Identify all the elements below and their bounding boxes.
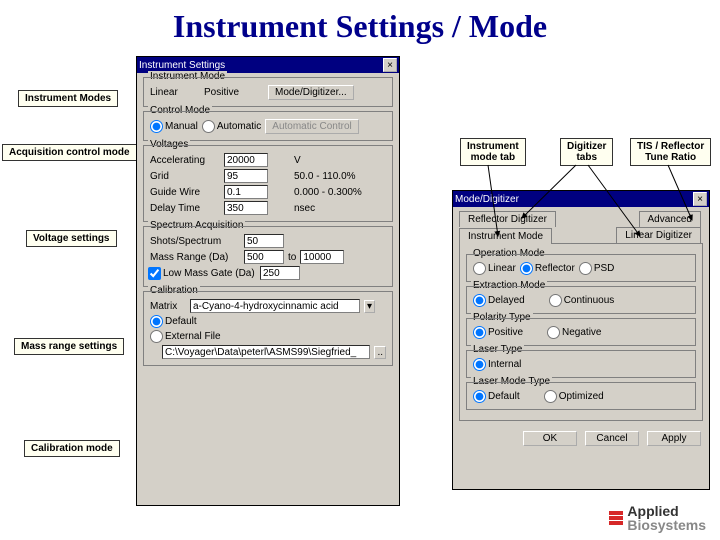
label-to: to — [288, 252, 296, 263]
label-linear: Linear — [150, 87, 200, 98]
radio-negative[interactable]: Negative — [547, 326, 601, 339]
callout-volt: Voltage settings — [26, 230, 117, 247]
callout-calib: Calibration mode — [24, 440, 120, 457]
label-positive: Positive — [204, 87, 264, 98]
mode-digitizer-button[interactable]: Mode/Digitizer... — [268, 85, 354, 100]
group-instrument-mode: Linear Positive Mode/Digitizer... — [143, 77, 393, 107]
logo: Applied Biosystems — [609, 504, 706, 532]
input-lowmass[interactable] — [260, 266, 300, 280]
label-matrix: Matrix — [150, 301, 186, 312]
logo-bio: Biosystems — [627, 518, 706, 532]
input-grid[interactable] — [224, 169, 268, 183]
radio-automatic[interactable]: Automatic — [202, 120, 261, 133]
input-massrange-lo[interactable] — [244, 250, 284, 264]
group-calibration: Matrix ▾ Default External File .. — [143, 291, 393, 366]
tabstrip-bottom: Instrument Mode Linear Digitizer — [459, 227, 703, 243]
label-accelerating: Accelerating — [150, 155, 220, 166]
range-guidewire: 0.000 - 0.300% — [294, 187, 362, 198]
label-grid: Grid — [150, 171, 220, 182]
slide-title: Instrument Settings / Mode — [0, 0, 720, 49]
browse-icon[interactable]: .. — [374, 346, 386, 359]
radio-external[interactable]: External File — [150, 330, 221, 343]
radio-default[interactable]: Default — [150, 315, 197, 328]
titlebar-2: Mode/Digitizer × — [453, 191, 709, 207]
matrix-dropdown-icon[interactable]: ▾ — [364, 300, 375, 313]
group-laser-type: Internal — [466, 350, 696, 378]
tabstrip-top: Reflector Digitizer Advanced — [459, 211, 703, 227]
tab-advanced[interactable]: Advanced — [639, 211, 701, 227]
input-matrix[interactable] — [190, 299, 360, 313]
unit-nsec: nsec — [294, 203, 315, 214]
window-title-2: Mode/Digitizer — [455, 194, 519, 205]
group-operation-mode: Linear Reflector PSD — [466, 254, 696, 282]
checkbox-lowmass[interactable]: Low Mass Gate (Da) — [148, 267, 256, 280]
input-accelerating[interactable] — [224, 153, 268, 167]
radio-delayed[interactable]: Delayed — [473, 294, 525, 307]
group-voltages: Accelerating V Grid 50.0 - 110.0% Guide … — [143, 145, 393, 222]
radio-lmode-default[interactable]: Default — [473, 390, 520, 403]
tabpanel: Linear Reflector PSD Delayed Continuous … — [459, 243, 703, 421]
unit-v: V — [294, 155, 301, 166]
group-polarity: Positive Negative — [466, 318, 696, 346]
callout-tis: TIS / Reflector Tune Ratio — [630, 138, 711, 166]
range-grid: 50.0 - 110.0% — [294, 171, 356, 182]
callout-mass: Mass range settings — [14, 338, 124, 355]
input-shots[interactable] — [244, 234, 284, 248]
ok-button[interactable]: OK — [523, 431, 577, 446]
radio-manual[interactable]: Manual — [150, 120, 198, 133]
callout-instr-tab: Instrument mode tab — [460, 138, 526, 166]
radio-continuous[interactable]: Continuous — [549, 294, 615, 307]
tab-reflector-digitizer[interactable]: Reflector Digitizer — [459, 211, 556, 227]
radio-positive[interactable]: Positive — [473, 326, 523, 339]
logo-applied: Applied — [627, 504, 706, 518]
automatic-control-button: Automatic Control — [265, 119, 358, 134]
tab-instrument-mode[interactable]: Instrument Mode — [459, 228, 552, 244]
callout-modes: Instrument Modes — [18, 90, 118, 107]
label-shots: Shots/Spectrum — [150, 236, 240, 247]
input-massrange-hi[interactable] — [300, 250, 344, 264]
group-extraction-mode: Delayed Continuous — [466, 286, 696, 314]
radio-op-reflector[interactable]: Reflector — [520, 262, 575, 275]
label-massrange: Mass Range (Da) — [150, 252, 240, 263]
cancel-button[interactable]: Cancel — [585, 431, 639, 446]
label-guidewire: Guide Wire — [150, 187, 220, 198]
radio-internal[interactable]: Internal — [473, 358, 521, 371]
window-instrument-settings: Instrument Settings × Linear Positive Mo… — [136, 56, 400, 506]
window-title: Instrument Settings — [139, 60, 225, 71]
group-laser-mode: Default Optimized — [466, 382, 696, 410]
label-delay: Delay Time — [150, 203, 220, 214]
radio-op-linear[interactable]: Linear — [473, 262, 516, 275]
input-external-file[interactable] — [162, 345, 370, 359]
input-delay[interactable] — [224, 201, 268, 215]
tab-linear-digitizer[interactable]: Linear Digitizer — [616, 227, 701, 243]
close-icon[interactable]: × — [383, 58, 397, 72]
apply-button[interactable]: Apply — [647, 431, 701, 446]
group-spectrum: Shots/Spectrum Mass Range (Da) to Low Ma… — [143, 226, 393, 287]
input-guidewire[interactable] — [224, 185, 268, 199]
callout-dig-tabs: Digitizer tabs — [560, 138, 613, 166]
radio-lmode-optimized[interactable]: Optimized — [544, 390, 604, 403]
group-control-mode: Manual Automatic Automatic Control — [143, 111, 393, 141]
callout-acq: Acquisition control mode — [2, 144, 137, 161]
logo-mark-icon — [609, 511, 623, 525]
window-mode-digitizer: Mode/Digitizer × Reflector Digitizer Adv… — [452, 190, 710, 490]
close-icon-2[interactable]: × — [693, 192, 707, 206]
radio-op-psd[interactable]: PSD — [579, 262, 615, 275]
